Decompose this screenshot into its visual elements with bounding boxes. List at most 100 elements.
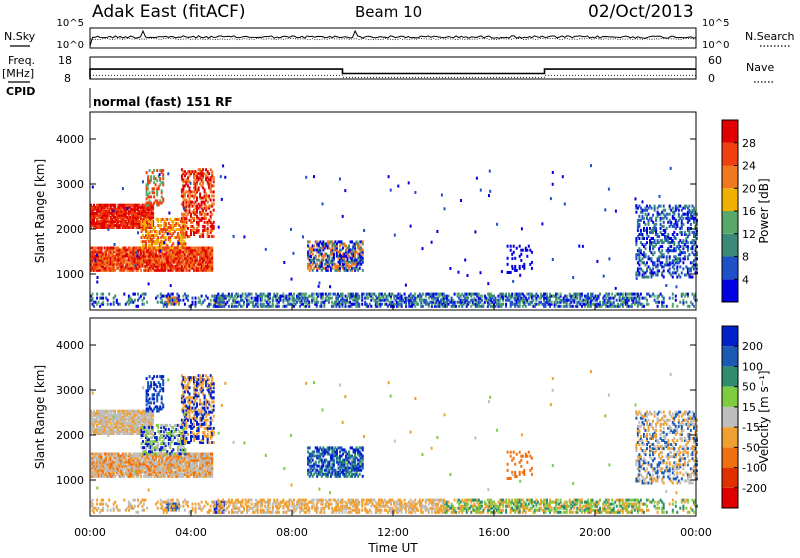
heatmap-cell: [672, 303, 674, 306]
heatmap-cell: [174, 246, 176, 249]
heatmap-cell: [519, 245, 521, 248]
heatmap-cell: [458, 271, 460, 274]
heatmap-cell: [331, 297, 333, 300]
heatmap-cell: [312, 253, 314, 256]
power-ylabel: Slant Range [km]: [33, 159, 47, 263]
heatmap-cell: [233, 235, 235, 238]
cpid-label: CPID: [6, 85, 35, 98]
heatmap-cell: [642, 200, 644, 203]
heatmap-cell: [211, 213, 213, 216]
heatmap-cell: [572, 276, 574, 279]
heatmap-cell: [144, 220, 146, 223]
heatmap-cell: [213, 195, 215, 198]
heatmap-cell: [667, 233, 669, 236]
heatmap-cell: [127, 207, 129, 210]
noise-ytick-bottom-right: 10^0: [702, 40, 729, 51]
heatmap-cell: [213, 199, 215, 202]
heatmap-cell: [661, 249, 663, 252]
heatmap-cell: [682, 217, 684, 220]
heatmap-cell: [309, 240, 311, 243]
heatmap-cell: [291, 278, 293, 281]
heatmap-cell: [552, 171, 554, 174]
heatmap-cell: [251, 297, 253, 300]
freq-label: Freq.: [8, 54, 35, 67]
heatmap-cell: [673, 267, 675, 270]
heatmap-cell: [646, 261, 648, 264]
heatmap-cell: [408, 181, 410, 184]
heatmap-cell: [510, 249, 512, 252]
heatmap-cell: [652, 214, 654, 217]
heatmap-cell: [663, 253, 665, 256]
heatmap-cell: [348, 244, 350, 247]
heatmap-cell: [608, 188, 610, 191]
heatmap-cell: [638, 263, 640, 266]
heatmap-cell: [151, 220, 153, 223]
heatmap-cell: [102, 297, 104, 300]
heatmap-cell: [654, 295, 656, 298]
heatmap-cell: [510, 245, 512, 248]
heatmap-cell: [679, 265, 681, 268]
heatmap-cell: [684, 255, 686, 258]
heatmap-cell: [655, 223, 657, 226]
heatmap-cell: [183, 207, 185, 210]
heatmap-cell: [282, 293, 284, 296]
heatmap-cell: [110, 303, 112, 306]
heatmap-cell: [678, 213, 680, 216]
heatmap-cell: [157, 218, 159, 221]
heatmap-cell: [422, 247, 424, 250]
heatmap-cell: [329, 285, 331, 288]
heatmap-cell: [172, 293, 174, 296]
heatmap-cell: [114, 243, 116, 246]
heatmap-cell: [646, 241, 648, 244]
heatmap-cell: [96, 293, 98, 296]
heatmap-cell: [150, 175, 152, 178]
heatmap-cell: [351, 252, 353, 255]
heatmap-cell: [184, 228, 186, 231]
heatmap-cell: [520, 253, 522, 256]
heatmap-cell: [97, 276, 99, 279]
heatmap-cell: [269, 293, 271, 296]
heatmap-cell: [663, 205, 665, 208]
heatmap-cell: [467, 274, 469, 277]
heatmap-cell: [204, 299, 206, 302]
heatmap-cell: [449, 267, 451, 270]
heatmap-cell: [213, 225, 215, 228]
heatmap-cell: [156, 169, 158, 172]
heatmap-cell: [670, 221, 672, 224]
heatmap-cell: [162, 169, 164, 172]
heatmap-cell: [265, 248, 267, 251]
heatmap-cell: [422, 293, 424, 296]
heatmap-cell: [231, 293, 233, 296]
heatmap-cell: [675, 285, 677, 288]
heatmap-cell: [552, 258, 554, 261]
heatmap-cell: [198, 229, 200, 232]
heatmap-cell: [166, 218, 168, 221]
heatmap-cell: [688, 305, 690, 308]
heatmap-cell: [481, 299, 483, 302]
heatmap-cell: [153, 195, 155, 198]
heatmap-cell: [96, 297, 98, 300]
heatmap-cell: [293, 293, 295, 296]
heatmap-cell: [685, 301, 687, 304]
freq-ytick-18: 18: [58, 54, 72, 67]
heatmap-cell: [487, 282, 489, 285]
heatmap-cell: [167, 172, 169, 175]
heatmap-cell: [310, 255, 312, 258]
heatmap-cell: [313, 175, 315, 178]
heatmap-cell: [92, 186, 94, 189]
heatmap-cell: [363, 229, 365, 232]
heatmap-cell: [173, 303, 175, 306]
heatmap-cell: [615, 287, 617, 290]
heatmap-cell: [666, 227, 668, 230]
heatmap-cell: [210, 303, 212, 306]
heatmap-cell: [143, 297, 145, 300]
heatmap-cell: [693, 305, 695, 308]
heatmap-cell: [532, 299, 534, 302]
heatmap-cell: [213, 190, 215, 193]
heatmap-cell: [441, 194, 443, 197]
heatmap-cell: [283, 261, 285, 264]
noise-ytick-top: 10^5: [57, 18, 84, 29]
heatmap-cell: [670, 262, 672, 265]
